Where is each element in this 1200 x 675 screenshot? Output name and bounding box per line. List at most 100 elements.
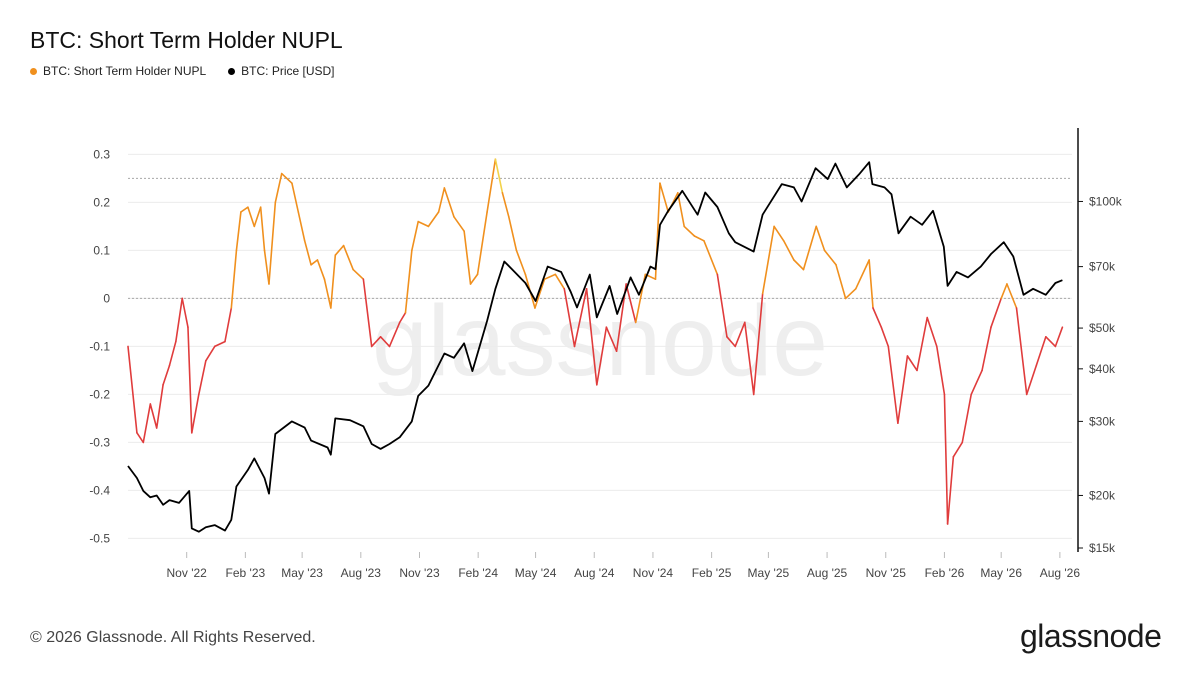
nupl-line-segment — [476, 211, 488, 276]
nupl-line-segment — [916, 316, 929, 372]
nupl-line-segment — [162, 364, 171, 386]
x-tick-label: Feb '24 — [458, 566, 498, 580]
y-left-tick-label: -0.4 — [89, 483, 110, 497]
nupl-line-segment — [388, 321, 401, 348]
nupl-line-segment — [981, 326, 992, 372]
legend-item-nupl[interactable]: BTC: Short Term Holder NUPL — [30, 64, 206, 78]
x-tick-label: Aug '24 — [574, 566, 615, 580]
nupl-line-segment — [1025, 364, 1038, 396]
chart-plot[interactable]: glassnode 0.3 0.2 0.1 0 -0.1 -0.2 -0.3 -0.4 -0.5 N… — [0, 0, 1200, 600]
nupl-line-segment — [935, 345, 946, 396]
nupl-line-segment — [1035, 335, 1047, 367]
nupl-line-segment — [263, 249, 270, 285]
nupl-line-segment — [1054, 326, 1064, 348]
nupl-line-segment — [463, 230, 472, 285]
nupl-line-segment — [370, 335, 382, 348]
nupl-line-segment — [782, 240, 795, 261]
nupl-line-segment — [213, 340, 226, 348]
nupl-line-segment — [726, 335, 737, 348]
nupl-line-segment — [274, 172, 283, 204]
nupl-line-segment — [1045, 335, 1057, 348]
nupl-line-segment — [693, 235, 705, 242]
nupl-line-segment — [835, 263, 847, 300]
nupl-line-segment — [868, 259, 874, 309]
nupl-line-segment — [515, 249, 527, 276]
nupl-line-segment — [677, 192, 685, 228]
nupl-line-segment — [943, 393, 949, 525]
watermark: glassnode — [372, 285, 828, 397]
nupl-line-segment — [683, 225, 696, 237]
nupl-line-segment — [703, 240, 719, 276]
nupl-line-segment — [155, 383, 164, 429]
nupl-line-segment — [310, 259, 319, 266]
nupl-line-segment — [906, 355, 918, 372]
nupl-line-segment — [854, 259, 870, 290]
nupl-line-segment — [323, 278, 332, 309]
y-left-tick-label: -0.2 — [89, 387, 110, 401]
y-left-tick-label: -0.1 — [89, 339, 110, 353]
copyright-text: © 2026 Glassnode. All Rights Reserved. — [30, 629, 316, 646]
nupl-line-segment — [224, 307, 233, 343]
y-left-tick-label: -0.3 — [89, 435, 110, 449]
nupl-line-segment — [334, 244, 345, 256]
nupl-line-segment — [823, 249, 837, 266]
x-tick-label: May '25 — [748, 566, 790, 580]
nupl-line-segment — [1006, 283, 1018, 309]
x-tick-label: Aug '25 — [807, 566, 848, 580]
chart-title: BTC: Short Term Holder NUPL — [30, 27, 343, 53]
x-tick-label: Feb '25 — [692, 566, 732, 580]
nupl-line-segment — [175, 297, 184, 343]
nupl-line-segment — [793, 259, 805, 271]
nupl-line-segment — [379, 335, 391, 348]
nupl-line-segment — [844, 287, 857, 300]
nupl-line-segment — [142, 403, 152, 444]
legend: BTC: Short Term Holder NUPL BTC: Price [… — [30, 64, 335, 78]
nupl-line-segment — [330, 254, 337, 309]
nupl-line-segment — [752, 292, 764, 396]
legend-dot-price — [228, 67, 236, 75]
nupl-line-segment — [427, 211, 440, 228]
nupl-line-segment — [411, 220, 420, 252]
x-tick-label: May '23 — [281, 566, 323, 580]
nupl-line-segment — [253, 206, 262, 228]
nupl-line-segment — [872, 307, 883, 329]
y-right-tick-label: $30k — [1089, 414, 1116, 428]
nupl-line-segment — [1015, 307, 1028, 396]
nupl-line-segment — [259, 206, 266, 252]
nupl-line-segment — [897, 355, 909, 425]
x-tick-label: Nov '24 — [633, 566, 674, 580]
nupl-line-segment — [443, 187, 455, 218]
nupl-line-segment — [926, 316, 938, 348]
nupl-line-segment — [534, 278, 546, 309]
nupl-line-segment — [605, 326, 618, 353]
nupl-line-segment — [469, 273, 479, 285]
nupl-line-segment — [190, 393, 200, 434]
nupl-line-segment — [563, 287, 576, 348]
x-tick-label: May '24 — [515, 566, 557, 580]
nupl-line-segment — [398, 311, 407, 324]
legend-label-price: BTC: Price [USD] — [241, 64, 335, 78]
y-left-tick-label: 0.1 — [93, 243, 110, 257]
price-line — [127, 161, 1063, 533]
legend-label-nupl: BTC: Short Term Holder NUPL — [43, 64, 207, 78]
y-left-tick-label: 0.2 — [93, 195, 110, 209]
nupl-line-segment — [291, 182, 300, 213]
x-tick-label: Nov '25 — [866, 566, 907, 580]
nupl-line-segment — [585, 287, 598, 386]
nupl-line-segment — [554, 273, 566, 290]
nupl-line-segment — [625, 283, 637, 324]
x-tick-label: Feb '23 — [226, 566, 266, 580]
nupl-line-segment — [453, 216, 465, 232]
nupl-line-segment — [743, 321, 755, 396]
x-tick-label: Nov '23 — [399, 566, 440, 580]
nupl-line-segment — [404, 249, 413, 314]
y-left-tick-label: 0 — [103, 291, 110, 305]
y-right-tick-label: $15k — [1089, 541, 1116, 555]
nupl-line-segment — [187, 326, 193, 434]
nupl-line-segment — [352, 268, 365, 281]
nupl-line-segment — [247, 206, 256, 228]
nupl-line-segment — [240, 206, 249, 213]
y-right-tick-label: $50k — [1089, 321, 1116, 335]
legend-item-price[interactable]: BTC: Price [USD] — [228, 64, 335, 78]
nupl-line-segment — [303, 240, 312, 266]
